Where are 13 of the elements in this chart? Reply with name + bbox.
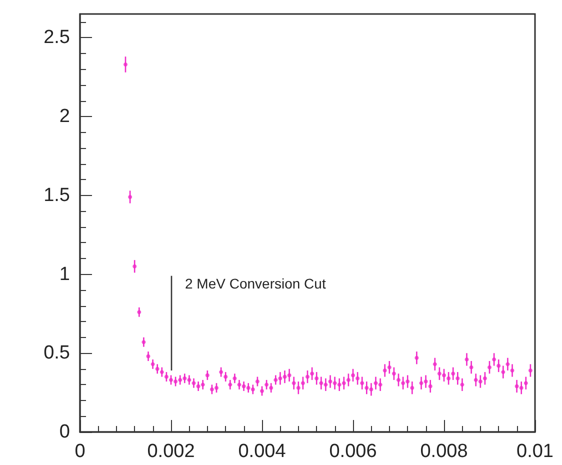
x-tick-label: 0.006 (329, 441, 377, 462)
x-tick-label: 0 (74, 441, 86, 462)
x-tick-label: 0.004 (238, 441, 286, 462)
y-tick-label: 1.5 (44, 184, 70, 206)
y-tick-label: 0 (59, 422, 70, 442)
y-tick-label: 1 (59, 264, 70, 285)
annotation: 2 MeV Conversion Cut (185, 276, 326, 292)
y-tick-label: 2 (59, 106, 70, 128)
x-tick-label: 0.002 (147, 441, 195, 462)
x-tick-label: 0.008 (420, 441, 468, 462)
y-tick-label: 0.5 (44, 342, 70, 364)
x-tick-label: 0.01 (516, 441, 554, 462)
y-tick-label: 2.5 (44, 27, 70, 48)
